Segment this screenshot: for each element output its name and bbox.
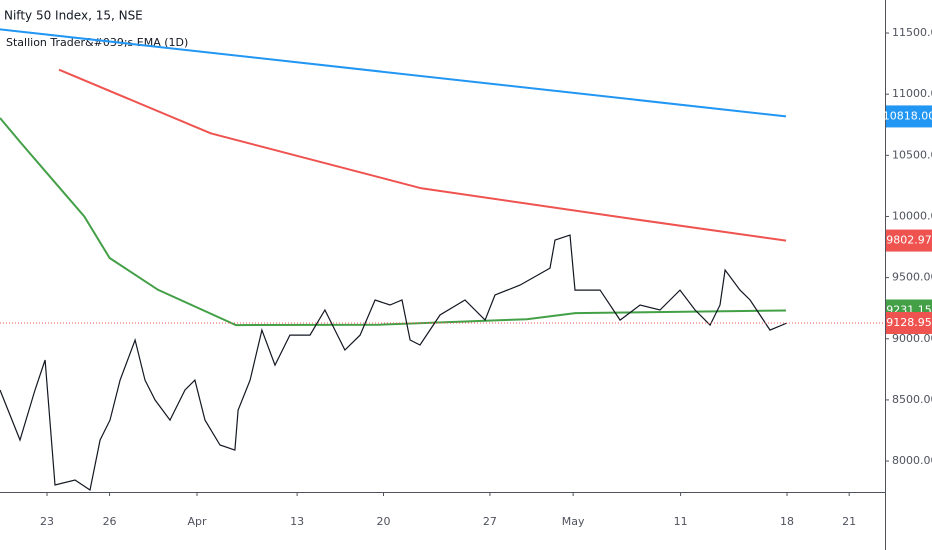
- price-label-box: [886, 311, 932, 334]
- y-tick-label: 11000.00: [892, 87, 932, 100]
- y-tick-label: 8000.00: [892, 454, 932, 467]
- x-tick-label: 13: [290, 515, 304, 528]
- price-label: 9802.97: [886, 234, 932, 247]
- price-label: 10818.00: [883, 109, 932, 122]
- x-tick-label: 18: [780, 515, 794, 528]
- x-tick-label: 21: [842, 515, 856, 528]
- x-tick-label: 20: [377, 515, 391, 528]
- price-label-box: [886, 229, 932, 252]
- y-tick-label: 11500.00: [892, 26, 932, 39]
- y-tick-label: 9500.00: [892, 271, 932, 284]
- x-tick-label: 11: [674, 515, 688, 528]
- x-tick-label: Apr: [188, 515, 208, 528]
- price-label-box: [886, 105, 932, 128]
- ema-line: [0, 117, 787, 327]
- x-tick-label: 27: [483, 515, 497, 528]
- x-tick-label: May: [562, 515, 585, 528]
- ema-line: [0, 28, 787, 118]
- chart-title: Nifty 50 Index, 15, NSE: [4, 9, 143, 23]
- x-tick-label: 26: [103, 515, 117, 528]
- y-tick-label: 8500.00: [892, 393, 932, 406]
- price-line: [0, 234, 788, 491]
- x-tick-label: 23: [40, 515, 54, 528]
- y-tick-label: 10500.00: [892, 148, 932, 161]
- price-label: 9128.95: [886, 316, 932, 329]
- y-tick-label: 9000.00: [892, 332, 932, 345]
- y-tick-label: 10000.00: [892, 209, 932, 222]
- ema-line: [58, 68, 787, 242]
